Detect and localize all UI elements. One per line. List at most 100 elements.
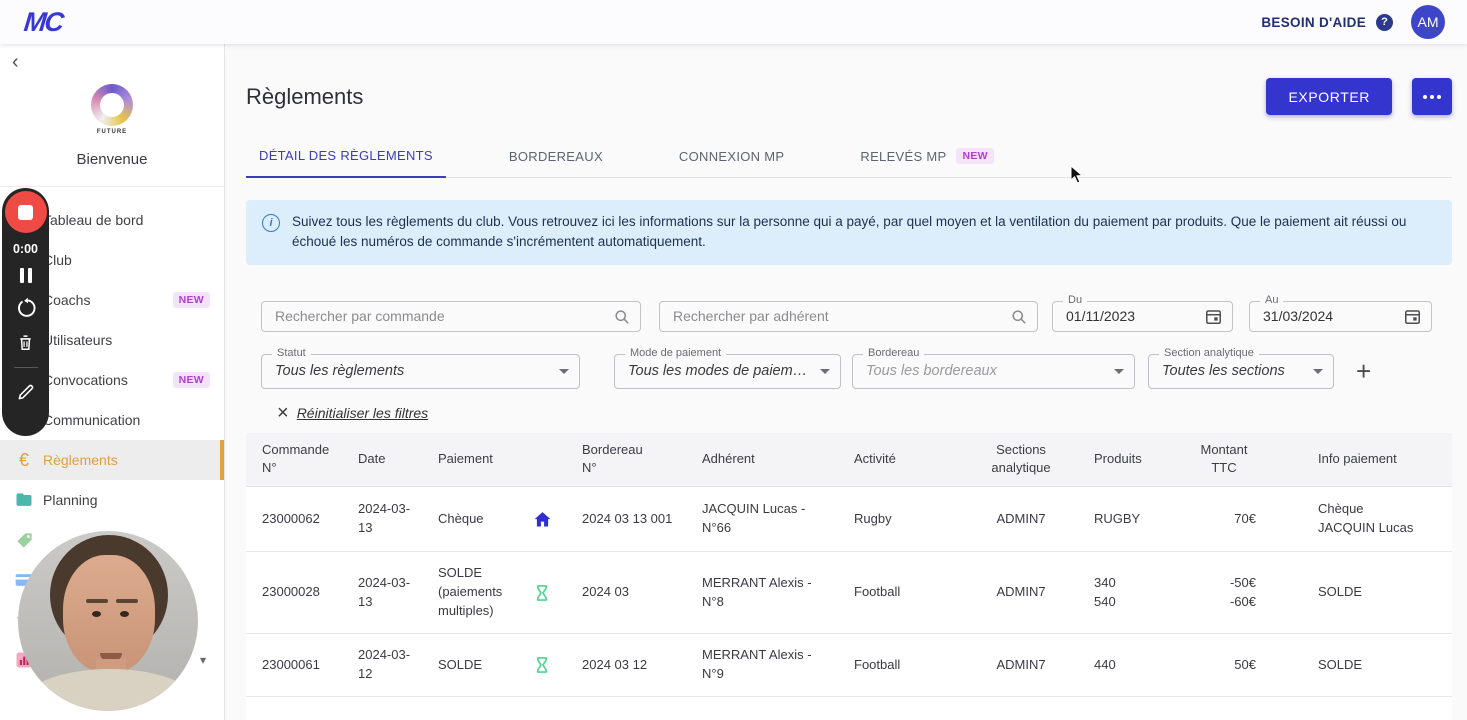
sidebar-item-club[interactable]: Club: [0, 240, 224, 280]
cell-montant: 100€: [1174, 697, 1278, 720]
cell-sections: ADMIN7: [968, 697, 1078, 720]
pen-icon[interactable]: [15, 382, 36, 403]
search-icon: [1012, 309, 1026, 324]
sidebar-item-planning[interactable]: Planning: [0, 480, 224, 520]
hourglass-icon: [522, 697, 566, 720]
calendar-icon[interactable]: [1403, 307, 1422, 326]
top-navbar: MC BESOIN D'AIDE ? AM: [0, 0, 1467, 44]
cell-sections: ADMIN7: [996, 584, 1046, 600]
chevron-down-icon: [1114, 368, 1124, 374]
club-logo-caption: FUTURE: [96, 129, 128, 135]
cell-commande: 23000028: [262, 584, 320, 600]
search-icon: [615, 309, 629, 324]
sidebar-item-tableau-de-bord[interactable]: Tableau de bord: [0, 200, 224, 240]
date-from-field[interactable]: Du 01/11/2023: [1052, 293, 1233, 332]
help-link[interactable]: BESOIN D'AIDE: [1261, 14, 1366, 30]
table-row[interactable]: 23000061 2024-03-12 SOLDE 2024 03 12 MER…: [246, 634, 1452, 698]
club-logo-ring: [91, 84, 133, 126]
cell-activite: Rugby: [854, 510, 892, 526]
date-from-label: Du: [1063, 293, 1088, 306]
mode-paiement-select[interactable]: Mode de paiement Tous les modes de paiem…: [614, 346, 841, 389]
chevron-down-icon: [820, 368, 830, 374]
cell-info-paiement: SOLDE: [1318, 584, 1363, 600]
webcam-preview[interactable]: [18, 531, 198, 711]
help-icon[interactable]: ?: [1376, 13, 1393, 31]
cell-paiement: SOLDE (paiements multiples): [438, 565, 503, 619]
folder-icon: [14, 490, 34, 510]
export-button[interactable]: EXPORTER: [1266, 78, 1392, 115]
cell-date: 2024-03-12: [358, 647, 411, 682]
statut-select[interactable]: Statut Tous les règlements: [261, 346, 580, 389]
cell-date: 2024-03-13: [358, 501, 411, 536]
tag-icon: [14, 530, 34, 550]
cell-info-paiement: TESTLASTNAME: [1278, 697, 1452, 720]
pause-icon[interactable]: [19, 268, 32, 283]
sidebar-item-tag[interactable]: [0, 520, 224, 560]
close-icon: ×: [277, 401, 289, 424]
tab-releves-mp[interactable]: RELEVÉS MP NEW: [847, 148, 1007, 177]
table-row[interactable]: 23000062 2024-03-13 Chèque 2024 03 13 00…: [246, 487, 1452, 553]
cell-activite: Football: [838, 697, 968, 720]
info-banner: i Suivez tous les règlements du club. Vo…: [246, 200, 1452, 265]
user-avatar[interactable]: AM: [1411, 5, 1445, 39]
more-actions-button[interactable]: [1412, 78, 1452, 115]
mc-logo: MC: [22, 6, 64, 37]
cell-activite: Football: [854, 656, 901, 672]
table-row[interactable]: 23000059 2024-02- En attente TESTLASTNAM…: [246, 697, 1452, 720]
chevron-down-icon: [1313, 368, 1323, 374]
sidebar-item-convocations[interactable]: Convocations NEW: [0, 360, 224, 400]
tab-connexion-mp[interactable]: CONNEXION MP: [678, 148, 785, 164]
cell-produits: RUGBY: [1094, 510, 1141, 526]
club-logo: FUTURE: [0, 84, 224, 135]
add-filter-button[interactable]: +: [1356, 356, 1372, 386]
sidebar-item-coachs[interactable]: Coachs NEW: [0, 280, 224, 320]
sidebar-item-reglements[interactable]: € Règlements: [0, 440, 224, 480]
search-commande-input[interactable]: [261, 300, 641, 332]
tab-detail-des-reglements[interactable]: DÉTAIL DES RÈGLEMENTS: [246, 148, 446, 178]
bordereau-select[interactable]: Bordereau Tous les bordereaux: [852, 346, 1135, 389]
restart-recording-icon[interactable]: [15, 297, 37, 319]
reset-filters-link[interactable]: × Réinitialiser les filtres: [277, 401, 429, 424]
hourglass-icon: [522, 552, 566, 633]
cell-date: 2024-02-: [342, 697, 422, 720]
table-row[interactable]: 23000028 2024-03-13 SOLDE (paiements mul…: [246, 552, 1452, 635]
delete-recording-icon[interactable]: [16, 333, 35, 352]
date-to-field[interactable]: Au 31/03/2024: [1249, 293, 1432, 332]
more-icon: [1423, 94, 1427, 99]
collapse-sidebar-icon[interactable]: ‹: [12, 51, 19, 73]
cell-date: 2024-03-13: [358, 574, 411, 609]
screen-recorder-widget: 0:00: [2, 188, 49, 436]
cell-bordereau: 2024 03 12: [582, 656, 648, 672]
stop-recording-button[interactable]: [4, 191, 47, 233]
cell-commande: 23000059: [246, 697, 342, 720]
new-badge: NEW: [172, 292, 210, 308]
recording-timer: 0:00: [12, 242, 39, 256]
calendar-icon[interactable]: [1204, 307, 1223, 326]
recorder-divider: [13, 367, 38, 368]
sidebar-nav: Tableau de bord Club Coachs NEW Utilisat…: [0, 187, 224, 680]
euro-icon: €: [18, 449, 29, 470]
main-content: Règlements EXPORTER DÉTAIL DES RÈGLEMENT…: [225, 44, 1467, 720]
chevron-down-icon: [559, 368, 569, 374]
table-header-row: Commande N° Date Paiement Bordereau N° A…: [246, 432, 1452, 488]
filters: Du 01/11/2023 Au 31/03/2024: [261, 293, 1452, 424]
tab-bordereaux[interactable]: BORDEREAUX: [508, 148, 603, 164]
new-badge: NEW: [956, 148, 994, 164]
date-to-value[interactable]: 31/03/2024: [1263, 308, 1334, 324]
cell-produits: 340 540: [1094, 574, 1116, 609]
cell-info-paiement: Chèque JACQUIN Lucas: [1318, 501, 1414, 536]
cell-paiement: Chèque: [438, 510, 484, 526]
search-adherent-input[interactable]: [659, 300, 1038, 332]
cell-activite: Football: [854, 584, 901, 600]
section-analytique-select[interactable]: Section analytique Toutes les sections: [1148, 346, 1334, 389]
date-from-value[interactable]: 01/11/2023: [1066, 308, 1136, 324]
hourglass-icon: [522, 634, 566, 696]
cell-bordereau: 2024 03 13 001: [582, 510, 673, 526]
payments-table: Commande N° Date Paiement Bordereau N° A…: [246, 432, 1452, 720]
chevron-down-icon[interactable]: ▾: [199, 653, 206, 667]
sidebar-item-utilisateurs[interactable]: Utilisateurs: [0, 320, 224, 360]
new-badge: NEW: [172, 372, 210, 388]
cell-produits: 440: [1094, 656, 1116, 672]
cell-adherent: TESTLASTNAME: [686, 697, 838, 720]
